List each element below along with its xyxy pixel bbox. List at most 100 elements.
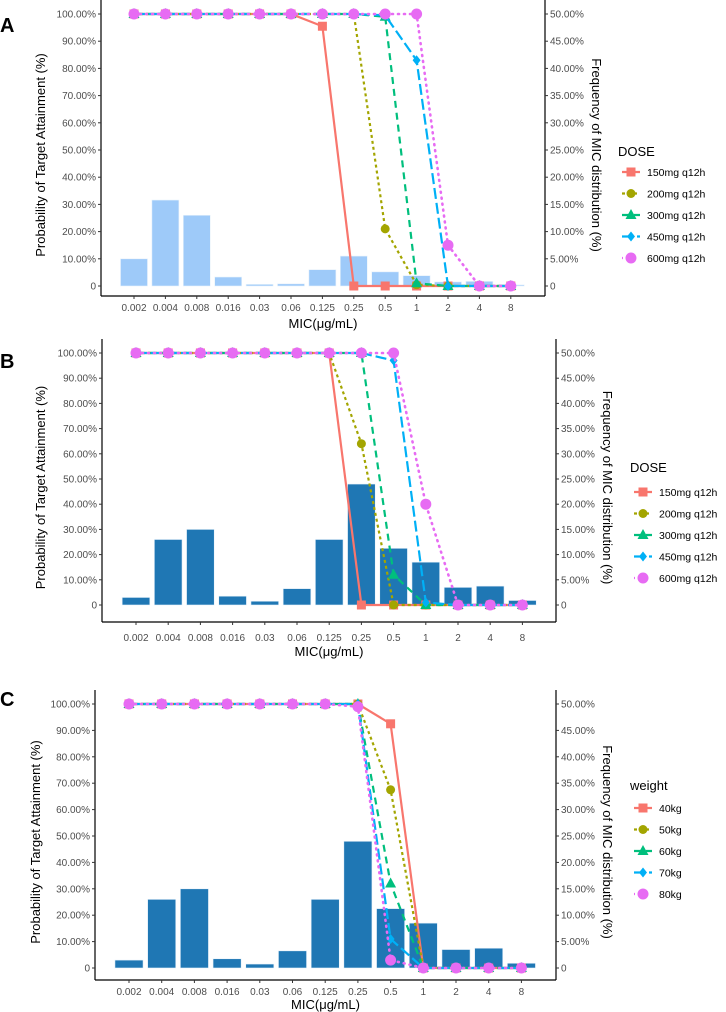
y-tick-label: 100.00%: [51, 700, 91, 711]
x-tick-label: 0.5: [387, 633, 401, 644]
y-tick-label: 50.00%: [62, 146, 96, 157]
legend-label: 600mg q12h: [659, 573, 718, 585]
y2-tick-label: 15.00%: [561, 884, 595, 895]
legend-item: 200mg q12h: [634, 509, 718, 521]
x-tick-label: 0.004: [149, 987, 174, 998]
legend-label: 600mg q12h: [647, 253, 706, 265]
y2-tick-label: 35.00%: [550, 91, 584, 102]
y2-tick-label: 10.00%: [561, 911, 595, 922]
mic-frequency-bar-0.03: [245, 963, 275, 969]
legend-title: DOSE: [618, 144, 655, 159]
panel-a: A 0 10.00% 20.00% 30.00% 40.00% 50.00% 60.00% 70…: [0, 0, 706, 331]
y-tick-label: 60.00%: [56, 805, 90, 816]
data-point: [389, 600, 399, 610]
y2-tick-label: 50.00%: [561, 700, 595, 711]
y2-tick-label: 20.00%: [561, 500, 595, 511]
y2-tick-label: 45.00%: [550, 37, 584, 48]
data-point: [128, 8, 140, 20]
x-tick-label: 0.03: [250, 987, 270, 998]
x-axis-title: MIC(μg/mL): [295, 644, 364, 659]
y2-axis-title: Frequency of MIC distribution (%): [600, 391, 615, 585]
x-tick-label: 0.008: [188, 633, 213, 644]
legend-item: 600mg q12h: [634, 572, 718, 585]
y2-tick-label: 45.00%: [561, 374, 595, 385]
data-point: [505, 280, 517, 292]
legend-marker: [637, 572, 649, 584]
data-point: [379, 8, 391, 20]
mic-frequency-bar-0.004: [154, 539, 183, 606]
y-tick-label: 10.00%: [63, 575, 97, 586]
y-tick-label: 80.00%: [62, 64, 96, 75]
legend-title: weight: [629, 778, 668, 793]
y2-tick-label: 5.00%: [561, 937, 589, 948]
legend: DOSE 150mg q12h 200mg q12h 300mg q12h 450mg …: [618, 144, 706, 265]
data-point: [254, 8, 266, 20]
data-point: [421, 597, 430, 608]
data-point: [317, 21, 327, 31]
x-tick-label: 0.016: [215, 987, 240, 998]
data-point: [420, 498, 432, 510]
y-tick-label: 80.00%: [56, 752, 90, 763]
data-point: [380, 224, 390, 234]
mic-frequency-bar-0.004: [147, 899, 177, 969]
data-point: [162, 347, 174, 359]
legend-item: 150mg q12h: [622, 167, 706, 179]
legend-marker: [638, 487, 648, 497]
legend-label: 450mg q12h: [647, 232, 706, 244]
y2-axis-title: Frequency of MIC distribution (%): [600, 745, 615, 939]
data-point: [349, 281, 359, 291]
x-tick-label: 0.016: [216, 303, 241, 314]
mic-frequency-bar-0.008: [180, 888, 209, 969]
y2-tick-label: 15.00%: [561, 525, 595, 536]
y2-tick-label: 35.00%: [561, 424, 595, 435]
legend-label: 450mg q12h: [659, 552, 718, 564]
x-tick-label: 0.03: [250, 303, 270, 314]
y2-tick-label: 25.00%: [550, 146, 584, 157]
legend-marker: [638, 803, 648, 813]
data-point: [159, 8, 171, 20]
legend-marker: [638, 509, 648, 518]
legend-marker: [626, 189, 636, 198]
data-point: [194, 347, 206, 359]
y2-tick-label: 25.00%: [561, 475, 595, 486]
legend-item: 200mg q12h: [622, 189, 706, 201]
data-point: [188, 698, 200, 710]
legend-item: 600mg q12h: [622, 252, 706, 265]
data-point: [291, 347, 303, 359]
y2-tick-label: 40.00%: [561, 399, 595, 410]
mic-frequency-bar-0.002: [121, 597, 151, 606]
y-tick-label: 70.00%: [56, 779, 90, 790]
data-point: [356, 600, 366, 610]
mic-frequency-bar-0.008: [186, 529, 215, 606]
data-point: [130, 347, 142, 359]
y-axis-title: Probability of Target Attainment (%): [28, 740, 43, 944]
data-point: [227, 347, 239, 359]
x-tick-label: 0.03: [255, 633, 275, 644]
x-tick-label: 0.5: [384, 987, 398, 998]
y-axis-title: Probability of Target Attainment (%): [33, 53, 48, 257]
panel-label: B: [0, 351, 14, 373]
y2-tick-label: 30.00%: [561, 805, 595, 816]
y2-tick-label: 50.00%: [550, 10, 584, 21]
x-tick-label: 0.125: [317, 633, 342, 644]
x-tick-label: 0.25: [348, 987, 368, 998]
y2-tick-label: 0: [561, 964, 567, 975]
y2-tick-label: 45.00%: [561, 726, 595, 737]
y2-axis-title: Frequency of MIC distribution (%): [589, 58, 604, 252]
y2-tick-label: 40.00%: [550, 64, 584, 75]
data-point: [417, 962, 429, 974]
y2-tick-label: 10.00%: [550, 227, 584, 238]
y-tick-label: 70.00%: [63, 424, 97, 435]
y-tick-label: 90.00%: [56, 726, 90, 737]
y-tick-label: 10.00%: [62, 254, 96, 265]
data-point: [516, 599, 528, 611]
data-point: [412, 55, 421, 66]
x-tick-label: 1: [421, 987, 427, 998]
x-axis-title: MIC(μg/mL): [289, 316, 358, 331]
y-tick-label: 0: [90, 282, 96, 293]
x-tick-label: 0.06: [287, 633, 307, 644]
x-tick-label: 0.008: [184, 303, 209, 314]
data-point: [442, 239, 454, 251]
legend-marker: [639, 867, 647, 878]
